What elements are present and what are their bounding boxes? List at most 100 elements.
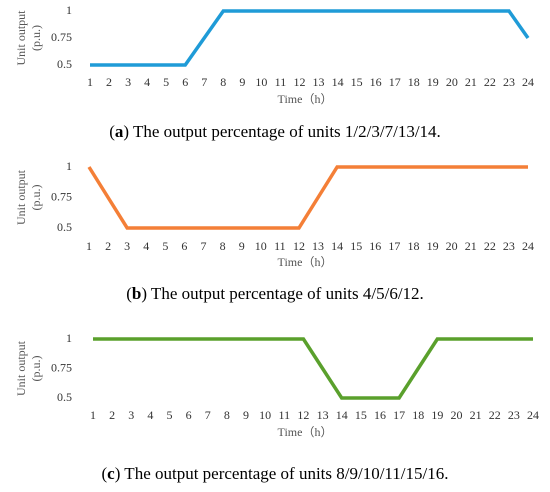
caption-part: ) The output percentage of units 1/2/3/7…	[123, 122, 440, 141]
x-tick-label: 6	[182, 75, 188, 89]
x-tick-label: 19	[427, 75, 439, 89]
caption-part: (	[126, 284, 132, 303]
y-axis-label-line: (p.u.)	[29, 25, 43, 51]
caption-part: ) The output percentage of units 8/9/10/…	[115, 464, 449, 483]
x-tick-label: 21	[465, 239, 477, 253]
x-tick-label: 17	[389, 75, 401, 89]
x-tick-label: 11	[274, 239, 286, 253]
x-tick-label: 15	[355, 408, 367, 422]
x-tick-label: 15	[350, 239, 362, 253]
x-tick-label: 6	[181, 239, 187, 253]
x-tick-label: 12	[293, 75, 305, 89]
x-tick-label: 3	[124, 239, 130, 253]
x-tick-label: 22	[484, 239, 496, 253]
x-tick-label: 7	[201, 75, 207, 89]
caption-part: (	[101, 464, 107, 483]
x-tick-label: 21	[470, 408, 482, 422]
x-tick-label: 19	[427, 239, 439, 253]
y-tick-label: 0.75	[51, 30, 72, 44]
x-tick-label: 3	[125, 75, 131, 89]
x-tick-label: 13	[312, 239, 324, 253]
x-tick-label: 9	[239, 239, 245, 253]
x-tick-label: 24	[522, 239, 534, 253]
x-tick-label: 18	[412, 408, 424, 422]
y-axis-label-line: (p.u.)	[29, 185, 43, 211]
x-tick-label: 2	[109, 408, 115, 422]
x-tick-label: 1	[86, 239, 92, 253]
x-tick-label: 13	[313, 75, 325, 89]
x-tick-label: 10	[255, 75, 267, 89]
x-axis-label: Time（h）	[278, 425, 333, 439]
caption: (b) The output percentage of units 4/5/6…	[126, 284, 424, 303]
x-tick-label: 19	[431, 408, 443, 422]
caption-part: c	[107, 464, 115, 483]
y-tick-label: 0.5	[57, 57, 72, 71]
x-tick-label: 11	[275, 75, 287, 89]
x-tick-label: 5	[167, 408, 173, 422]
x-tick-label: 16	[369, 239, 381, 253]
x-tick-label: 8	[220, 75, 226, 89]
x-tick-label: 9	[243, 408, 249, 422]
y-tick-label: 1	[66, 331, 72, 345]
caption-part: a	[115, 122, 124, 141]
x-tick-label: 5	[162, 239, 168, 253]
x-tick-label: 22	[489, 408, 501, 422]
data-line	[90, 9, 530, 67]
y-tick-label: 1	[66, 3, 72, 17]
x-tick-label: 14	[332, 75, 344, 89]
x-tick-label: 2	[106, 75, 112, 89]
y-tick-label: 1	[66, 159, 72, 173]
x-tick-label: 12	[293, 239, 305, 253]
y-axis-label-line: (p.u.)	[29, 356, 43, 382]
x-tick-label: 12	[297, 408, 309, 422]
x-axis-label: Time（h）	[278, 255, 333, 269]
y-axis-label: Unit output(p.u.)	[14, 10, 43, 66]
x-tick-label: 17	[388, 239, 400, 253]
x-tick-label: 14	[331, 239, 343, 253]
x-tick-label: 4	[147, 408, 153, 422]
x-tick-label: 17	[393, 408, 405, 422]
y-axis-label-line: Unit output	[14, 340, 28, 396]
x-tick-label: 7	[205, 408, 211, 422]
y-tick-label: 0.75	[51, 360, 72, 374]
x-tick-label: 20	[446, 239, 458, 253]
caption-part: b	[132, 284, 141, 303]
x-tick-label: 3	[128, 408, 134, 422]
x-tick-label: 24	[522, 75, 534, 89]
data-line	[93, 337, 533, 400]
x-tick-label: 4	[144, 75, 150, 89]
x-tick-label: 18	[408, 75, 420, 89]
caption-part: ) The output percentage of units 4/5/6/1…	[141, 284, 423, 303]
x-tick-label: 7	[201, 239, 207, 253]
x-tick-label: 5	[163, 75, 169, 89]
x-tick-label: 16	[370, 75, 382, 89]
x-tick-label: 9	[239, 75, 245, 89]
x-tick-label: 21	[465, 75, 477, 89]
x-tick-label: 24	[527, 408, 539, 422]
y-tick-label: 0.75	[51, 189, 72, 203]
x-tick-label: 10	[255, 239, 267, 253]
y-axis-label-line: Unit output	[14, 169, 28, 225]
x-tick-label: 22	[484, 75, 496, 89]
x-tick-label: 8	[220, 239, 226, 253]
x-tick-label: 16	[374, 408, 386, 422]
x-tick-label: 8	[224, 408, 230, 422]
x-tick-label: 4	[143, 239, 149, 253]
data-line	[87, 165, 528, 230]
x-tick-label: 6	[186, 408, 192, 422]
x-tick-label: 1	[90, 408, 96, 422]
x-tick-label: 14	[336, 408, 348, 422]
x-tick-label: 15	[351, 75, 363, 89]
y-tick-label: 0.5	[57, 390, 72, 404]
caption-part: (	[109, 122, 115, 141]
y-axis-label-line: Unit output	[14, 10, 28, 66]
y-tick-label: 0.5	[57, 220, 72, 234]
y-axis-label: Unit output(p.u.)	[14, 169, 43, 225]
x-axis-label: Time（h）	[278, 92, 333, 106]
x-tick-label: 23	[508, 408, 520, 422]
x-tick-label: 18	[407, 239, 419, 253]
